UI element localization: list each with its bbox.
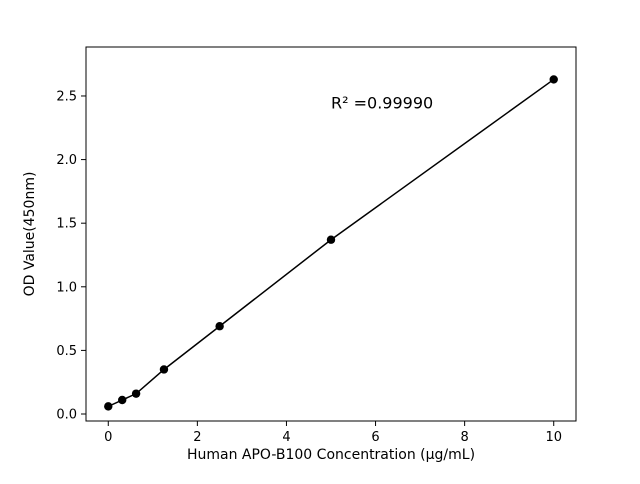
y-axis-label: OD Value(450nm) bbox=[22, 172, 38, 297]
x-axis-label: Human APO-B100 Concentration (μg/mL) bbox=[187, 447, 475, 463]
y-tick-label: 0.5 bbox=[56, 344, 77, 359]
x-tick-label: 2 bbox=[193, 430, 201, 445]
x-tick-label: 0 bbox=[104, 430, 112, 445]
y-tick-label: 1.5 bbox=[56, 217, 77, 232]
data-point bbox=[215, 322, 224, 331]
x-tick-label: 10 bbox=[545, 430, 562, 445]
data-point bbox=[549, 75, 558, 84]
r-squared-annotation: R² =0.99990 bbox=[331, 94, 433, 113]
data-point bbox=[326, 235, 336, 244]
plot-frame bbox=[85, 46, 577, 422]
x-tick-label: 8 bbox=[460, 430, 468, 445]
x-tick-label: 6 bbox=[371, 430, 379, 445]
y-tick-label: 0.0 bbox=[56, 408, 77, 423]
plot-layer: 0 2 4 6 8 10 0.0 0.5 1.0 1.5 2.0 2.5 bbox=[56, 46, 577, 445]
data-point bbox=[104, 402, 113, 411]
x-tick-label: 4 bbox=[282, 430, 290, 445]
y-tick-label: 2.5 bbox=[56, 89, 77, 104]
data-point bbox=[159, 365, 169, 374]
y-tick-label: 2.0 bbox=[56, 153, 77, 168]
data-point bbox=[131, 389, 141, 398]
data-point bbox=[118, 395, 127, 405]
y-tick-label: 1.0 bbox=[56, 280, 77, 295]
